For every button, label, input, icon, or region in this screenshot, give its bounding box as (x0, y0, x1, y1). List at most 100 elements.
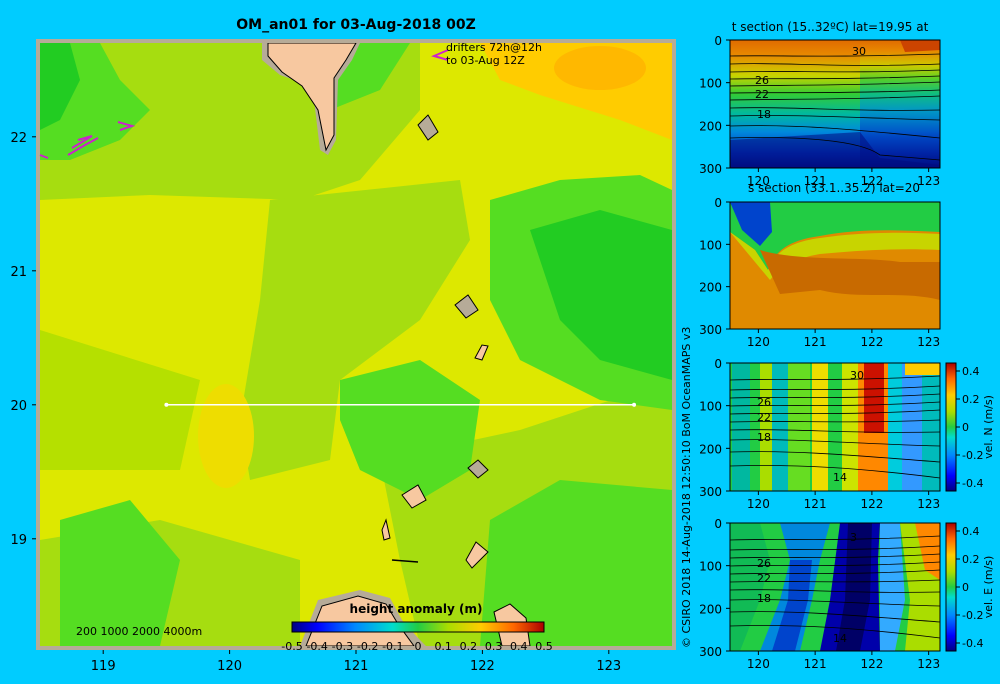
vel-n-field-stripe (842, 363, 858, 491)
contour (730, 53, 940, 57)
section-y-tick-label: 300 (699, 485, 722, 499)
vel-colorbar-tick-label: -0.4 (962, 477, 983, 490)
island (474, 344, 489, 361)
vel-colorbar-tick-label: 0.2 (962, 553, 980, 566)
drifter-track (71, 135, 93, 149)
vel-n-colorbar-label: vel. N (m/s) (982, 395, 995, 459)
vel-n-field-stripe (772, 363, 788, 491)
section-y-tick-label: 0 (714, 34, 722, 48)
contour (730, 419, 940, 423)
vel-e-colorbar-ticks: 0.4 0.2 0 -0.2 -0.4 (956, 525, 983, 650)
contour-label: 14 (833, 632, 847, 645)
contour (730, 429, 940, 433)
vel-n-field-stripe (902, 363, 922, 491)
drifters-note: drifters 72h@12h (446, 41, 542, 54)
section-x-tick-label: 120 (747, 174, 770, 188)
map-colorbar-ticks: -0.5 -0.4 -0.3 -0.2 -0.1 0 0.1 0.2 0.3 0.4 0.5 (281, 640, 552, 653)
section-y-tick-label: 0 (714, 357, 722, 371)
island (454, 294, 479, 319)
section-x-tick-label: 121 (804, 657, 827, 671)
t-section-field (900, 40, 940, 52)
contour (730, 409, 940, 415)
contour (730, 611, 940, 623)
map-field-region (530, 210, 672, 380)
island (465, 541, 489, 569)
vel-colorbar-tick-label: 0.4 (962, 365, 980, 378)
vel-e-colorbar (945, 522, 957, 652)
vel-colorbar-tick-label: 0 (962, 421, 969, 434)
contour-label: 26 (757, 557, 771, 570)
section-line-end (632, 402, 637, 407)
land-luzon (305, 595, 415, 646)
section-x-tick-label: 123 (917, 657, 940, 671)
s-section-field (730, 202, 940, 270)
depth-key: 200 1000 2000 4000m (76, 625, 202, 638)
section-x-tick-label: 121 (804, 174, 827, 188)
vel-e-field (836, 523, 872, 651)
t-section-frame (729, 39, 941, 169)
drifters-note-2: to 03-Aug 12Z (446, 54, 525, 67)
vel-colorbar-tick-label: 0 (962, 581, 969, 594)
vel-e-field (772, 560, 812, 651)
contour (730, 115, 940, 121)
map-title: OM_an01 for 03-Aug-2018 00Z (236, 17, 476, 33)
contour-label: 3 (850, 531, 857, 544)
map-field-region (554, 46, 646, 90)
vel-n-section-axes: 120 121 122 123 0 100 200 300 (699, 357, 940, 511)
vel-n-field-stripe (922, 363, 940, 491)
section-y-tick-label: 200 (699, 602, 722, 616)
map-colorbar-tick-label: -0.5 (281, 640, 302, 653)
section-x-tick-label: 120 (747, 657, 770, 671)
vel-n-colorbar-ticks: 0.4 0.2 0 -0.2 -0.4 (956, 365, 983, 490)
land-taiwan (267, 43, 357, 152)
vel-n-section-frame (729, 362, 941, 492)
island (417, 114, 439, 141)
contour (730, 553, 940, 559)
section-y-tick-label: 100 (699, 560, 722, 574)
map-colorbar-tick-label: 0.2 (460, 640, 478, 653)
s-section-plot (730, 202, 940, 329)
map-field-region (198, 384, 254, 488)
s-section-field (760, 250, 940, 300)
contour (730, 89, 940, 94)
map-field-region (40, 330, 200, 470)
contour (730, 393, 940, 399)
map-field-region (60, 500, 180, 646)
contour (730, 125, 940, 139)
contour (730, 545, 940, 551)
map-colorbar: height anomaly (m) -0.5 -0.4 -0.3 -0.2 -0.1 0… (281, 602, 552, 653)
vel-n-field-stripe (760, 363, 772, 491)
contour (730, 375, 940, 381)
drifter-tracks (39, 49, 449, 159)
contour (730, 385, 940, 391)
contour (730, 569, 940, 575)
section-x-tick-label: 121 (804, 497, 827, 511)
island (381, 518, 391, 541)
contour (730, 75, 940, 80)
map-colorbar-tick-label: 0.5 (535, 640, 553, 653)
contour (730, 465, 940, 479)
contour-label: 22 (755, 88, 769, 101)
contour-label: 14 (833, 471, 847, 484)
map-colorbar-label: height anomaly (m) (350, 602, 483, 616)
s-section-field (730, 202, 772, 246)
vel-colorbar-tick-label: 0.2 (962, 393, 980, 406)
vel-n-field-stripe (888, 363, 902, 491)
section-y-tick-label: 100 (699, 400, 722, 414)
section-y-tick-label: 0 (714, 517, 722, 531)
t-section-axes: 120 121 122 123 0 100 200 300 (699, 34, 940, 188)
contour (730, 69, 940, 73)
contour (730, 451, 940, 463)
map-section-line (164, 402, 637, 407)
vel-colorbar-tick-label: 0.4 (962, 525, 980, 538)
map-colorbar-tick-label: -0.2 (357, 640, 378, 653)
section-x-tick-label: 120 (747, 335, 770, 349)
contour (730, 137, 940, 161)
contour (730, 599, 940, 607)
vel-e-section-axes: 120 121 122 123 0 100 200 300 (699, 517, 940, 671)
map-field-region (340, 360, 480, 500)
contour (730, 81, 940, 87)
